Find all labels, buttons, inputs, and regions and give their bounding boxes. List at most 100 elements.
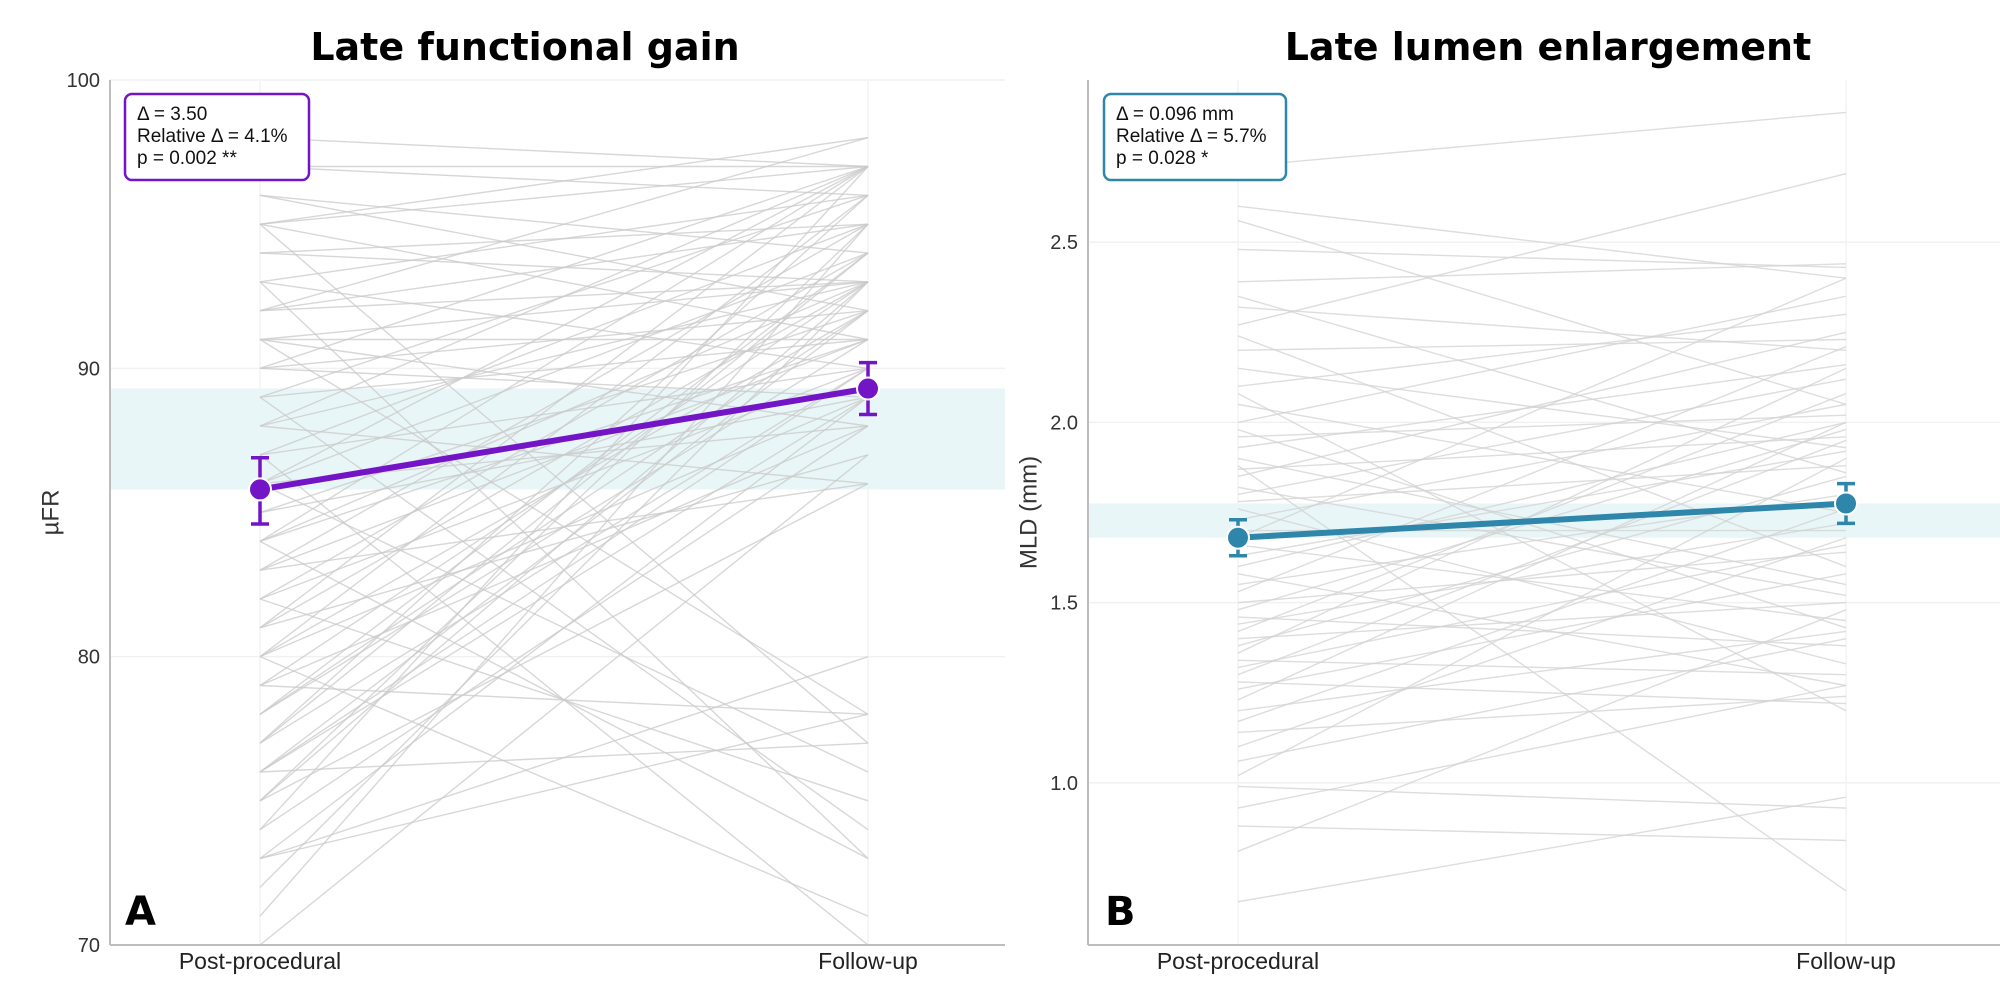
stats-box <box>1102 92 1288 182</box>
individual-line <box>259 281 869 802</box>
y-axis-label: MLD (mm) <box>1015 456 1042 569</box>
individual-line <box>1237 436 1847 470</box>
individual-line <box>1237 659 1847 676</box>
y-tick-label: 2.5 <box>1050 232 1078 254</box>
individual-line <box>259 367 869 398</box>
x-tick-label: Follow-up <box>818 948 918 974</box>
individual-line <box>1237 313 1847 388</box>
individual-line <box>259 165 869 427</box>
individual-line <box>259 483 869 802</box>
individual-line <box>1237 111 1847 168</box>
x-tick-label: Follow-up <box>1796 948 1896 974</box>
individual-line <box>259 310 869 715</box>
individual-line <box>259 281 869 542</box>
individual-line <box>259 136 869 312</box>
mean-point <box>856 376 880 401</box>
individual-line <box>259 684 869 716</box>
panel-letter: B <box>1105 889 1136 935</box>
individual-line <box>1237 346 1847 593</box>
individual-line <box>1237 695 1847 734</box>
individual-line <box>259 281 869 687</box>
individual-line <box>1237 439 1847 676</box>
individual-line <box>1237 630 1847 712</box>
individual-line <box>259 742 869 773</box>
individual-line <box>1237 551 1847 604</box>
individual-line <box>1237 403 1847 514</box>
mean-point <box>248 477 272 502</box>
x-tick-label: Post-procedural <box>1157 948 1319 974</box>
individual-line <box>1237 306 1847 352</box>
stats-line: p = 0.002 ** <box>137 148 237 169</box>
individual-line <box>259 165 869 485</box>
chart-title: Late functional gain <box>310 25 739 69</box>
individual-line <box>1237 392 1847 712</box>
individual-line <box>1237 609 1847 852</box>
individual-line <box>259 194 869 744</box>
chart-title: Late lumen enlargement <box>1285 25 1812 69</box>
individual-line <box>1237 338 1847 352</box>
individual-line <box>259 713 869 860</box>
individual-line <box>1237 785 1847 809</box>
x-tick-label: Post-procedural <box>179 948 341 974</box>
y-tick-label: 1.5 <box>1050 593 1078 615</box>
individual-line <box>259 252 869 744</box>
individual-line <box>1237 522 1847 625</box>
individual-line <box>1237 364 1847 449</box>
individual-line <box>1237 637 1847 762</box>
stats-line: p = 0.028 * <box>1116 148 1209 169</box>
individual-line <box>1237 403 1847 521</box>
y-tick-label: 90 <box>78 358 100 380</box>
mean-line <box>257 385 871 493</box>
individual-line <box>1237 486 1847 597</box>
individual-line <box>259 194 869 283</box>
panel-letter: A <box>125 889 156 935</box>
stats-line: Δ = 0.096 mm <box>1116 104 1234 125</box>
individual-line <box>1237 277 1847 539</box>
individual-line <box>259 194 869 658</box>
individual-line <box>1237 295 1847 474</box>
individual-line <box>259 194 869 312</box>
y-tick-label: 100 <box>67 70 100 92</box>
individual-line <box>1237 263 1847 283</box>
mean-point <box>1834 491 1858 516</box>
individual-line <box>1237 537 1847 748</box>
stats-line: Relative Δ = 5.7% <box>1116 126 1267 147</box>
individual-line <box>259 281 869 888</box>
individual-line <box>259 367 869 744</box>
individual-line <box>259 396 869 831</box>
stats-line: Relative Δ = 4.1% <box>137 126 288 147</box>
individual-line <box>259 165 869 225</box>
individual-line <box>259 367 869 773</box>
individual-line <box>259 165 869 369</box>
individual-line <box>1237 544 1847 669</box>
individual-line <box>1237 428 1847 629</box>
individual-line <box>259 425 869 831</box>
panel-a: Late functional gain 70 80 90 100 Post-proced… <box>37 25 1005 974</box>
stats-box <box>123 92 311 182</box>
individual-line <box>259 223 869 456</box>
individual-line <box>1237 295 1847 424</box>
y-tick-label: 1.0 <box>1050 773 1078 795</box>
individual-line <box>1237 825 1847 842</box>
individual-line <box>259 136 869 168</box>
individual-line <box>259 252 869 485</box>
individual-line <box>1237 392 1847 633</box>
y-tick-label: 2.0 <box>1050 412 1078 434</box>
individual-line <box>1237 331 1847 478</box>
individual-line <box>1237 421 1847 701</box>
individual-line <box>1237 573 1847 690</box>
individual-line <box>1237 367 1847 654</box>
individual-line <box>259 136 869 225</box>
individual-lines <box>259 136 869 945</box>
individual-line <box>1237 414 1847 438</box>
individual-line <box>1237 508 1847 723</box>
mean-point <box>1226 525 1250 550</box>
panel-b: Late lumen enlargement 1.0 1.5 2.0 2.5 Post-p… <box>1015 25 2000 974</box>
individual-line <box>1237 464 1847 503</box>
y-tick-label: 80 <box>78 647 100 669</box>
individual-line <box>1237 684 1847 809</box>
individual-line <box>1237 796 1847 903</box>
individual-line <box>259 165 869 629</box>
individual-line <box>259 396 869 658</box>
